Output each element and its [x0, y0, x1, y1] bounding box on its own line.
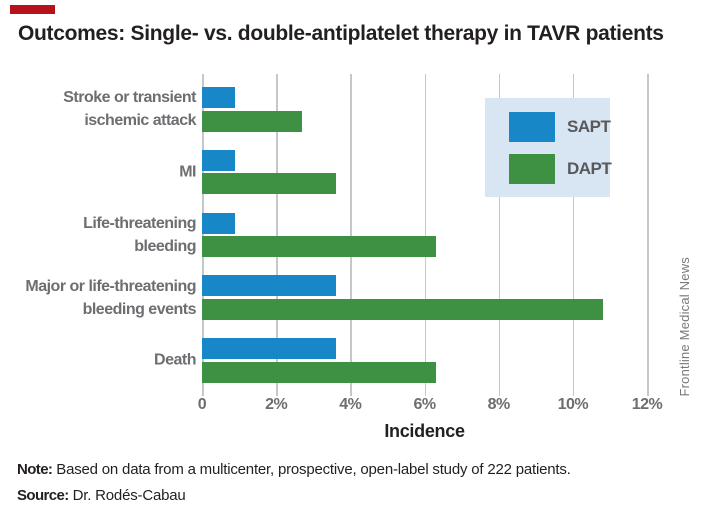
plot-area: [202, 74, 649, 396]
dapt-swatch-icon: [509, 153, 555, 184]
legend-item-dapt: DAPT: [509, 153, 612, 184]
gridline: [647, 74, 649, 396]
note-text: Based on data from a multicenter, prospe…: [52, 461, 571, 478]
x-tick-label: 6%: [413, 396, 436, 413]
chart-title: Outcomes: Single- vs. double-antiplatele…: [18, 22, 664, 45]
brand-red-bar: [10, 5, 55, 14]
x-tick-label: 8%: [487, 396, 511, 413]
note-line: Note: Based on data from a multicenter, …: [17, 461, 571, 478]
bar-dapt-2: [202, 173, 336, 195]
legend-item-sapt: SAPT: [509, 111, 611, 142]
gridline: [424, 74, 426, 396]
publisher-credit: Frontline Medical News: [677, 257, 692, 397]
x-tick-label: 10%: [557, 396, 589, 413]
gridline: [202, 74, 204, 396]
x-tick-label: 4%: [339, 396, 362, 413]
bar-dapt-3: [202, 236, 436, 257]
bar-dapt-5: [202, 361, 436, 383]
source-label: Source:: [17, 487, 69, 504]
x-tick-label: 2%: [265, 396, 288, 413]
gridline: [572, 74, 575, 396]
note-label: Note:: [17, 461, 53, 478]
legend: SAPT DAPT: [485, 98, 612, 197]
x-axis-title: Incidence: [384, 421, 465, 441]
bar-sapt-1: [202, 87, 236, 108]
category-axis: Stroke or transient ischemic attack MI Life…: [0, 74, 196, 390]
category-label: Major or life-threatening bleeding events: [25, 277, 196, 318]
bar-dapt-1: [202, 110, 303, 132]
category-label: MI: [179, 163, 196, 181]
category-label: Stroke or transient ischemic attack: [63, 89, 196, 130]
x-tick-label: 12%: [631, 396, 663, 413]
legend-label-sapt: SAPT: [567, 116, 611, 136]
gridline: [350, 74, 352, 396]
source-text: Dr. Rodés-Cabau: [68, 487, 186, 504]
bar-sapt-4: [202, 275, 336, 297]
category-label: Death: [154, 351, 196, 369]
bar-sapt-2: [202, 149, 236, 171]
bar-sapt-5: [202, 338, 336, 359]
legend-label-dapt: DAPT: [567, 158, 612, 178]
x-tick-label: 0: [197, 396, 207, 413]
sapt-swatch-icon: [509, 111, 555, 142]
bar-dapt-4: [202, 298, 603, 320]
bar-sapt-3: [202, 212, 236, 234]
x-axis-ticks: 0 2% 4% 6% 8% 10% 12%: [198, 396, 663, 416]
category-label: Life-threatening bleeding: [83, 214, 196, 255]
source-line: Source: Dr. Rodés-Cabau: [17, 487, 186, 504]
gridline: [498, 74, 501, 396]
gridline: [276, 74, 278, 396]
